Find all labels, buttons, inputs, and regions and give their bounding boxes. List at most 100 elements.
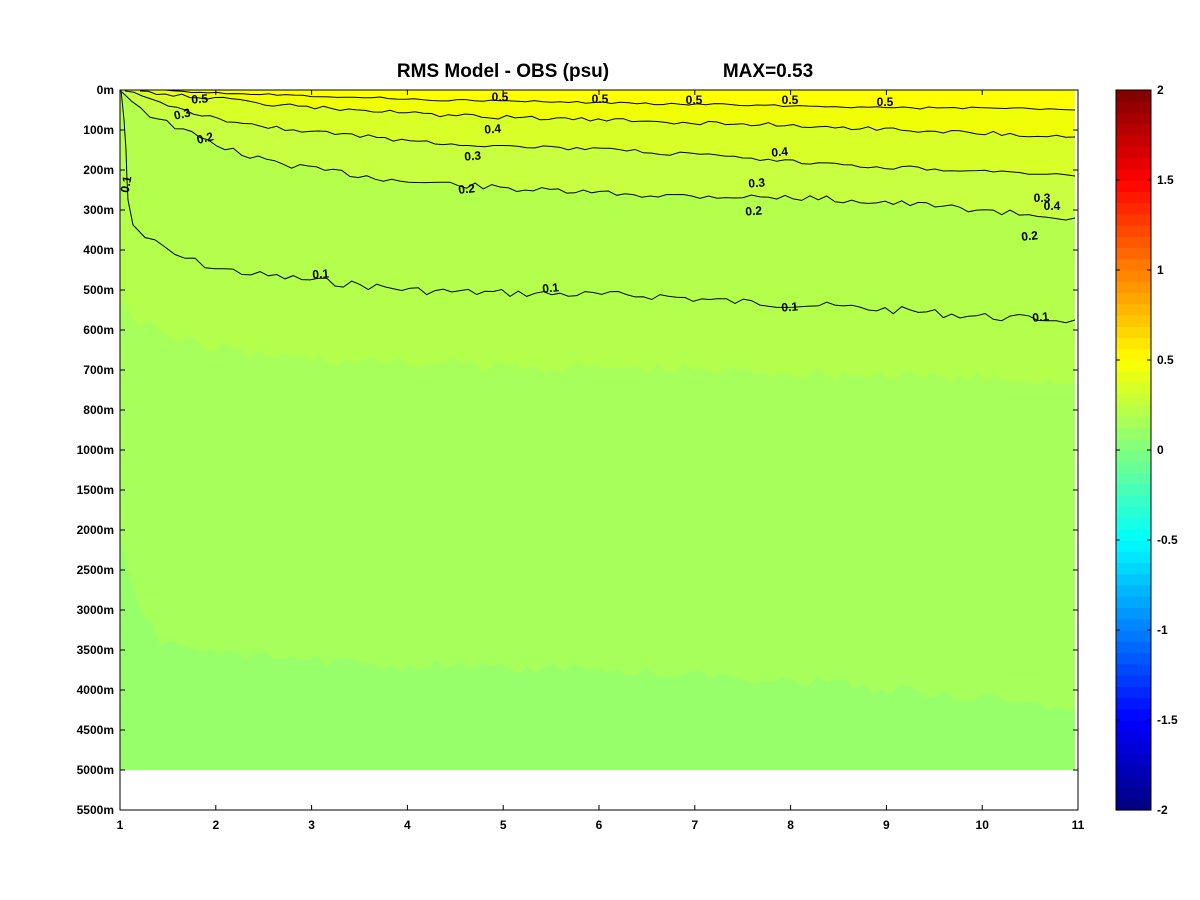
- colorbar-tick-label: -2: [1157, 803, 1168, 817]
- contour-line-0.4: [139, 90, 1076, 138]
- colorbar-swatch: [1116, 247, 1151, 260]
- colorbar-swatch: [1116, 495, 1151, 507]
- x-tick-label: 5: [500, 818, 507, 832]
- y-tick-label: 800m: [83, 403, 114, 417]
- x-tick-label: 1: [117, 818, 124, 832]
- y-tick-label: 2500m: [77, 563, 114, 577]
- colorbar-swatch: [1116, 123, 1151, 136]
- colorbar-swatch: [1116, 540, 1151, 552]
- y-tick-label: 3000m: [77, 603, 114, 617]
- contour-label: 0.3: [173, 105, 193, 122]
- contour-label: 0.4: [484, 121, 502, 136]
- contour-label: 0.2: [458, 181, 476, 197]
- colorbar-swatch: [1116, 101, 1151, 114]
- colorbar-swatch: [1116, 472, 1151, 485]
- contour-labels: 0.50.50.50.50.50.50.40.40.40.30.30.30.30…: [118, 90, 1061, 325]
- contour-line-0.5: [164, 90, 1076, 111]
- contour-label: 0.1: [118, 175, 135, 194]
- contour-line-0.1-edge: [120, 90, 129, 201]
- x-tick-label: 4: [404, 818, 411, 832]
- colorbar-swatch: [1116, 303, 1151, 316]
- colorbar-swatch: [1116, 787, 1151, 800]
- y-tick-label: 3500m: [77, 643, 114, 657]
- colorbar-swatch: [1116, 315, 1151, 327]
- colorbar-swatch: [1116, 585, 1151, 597]
- colorbar-swatch: [1116, 382, 1151, 395]
- y-tick-label: 300m: [83, 203, 114, 217]
- contour-label: 0.2: [1021, 228, 1039, 244]
- contour-label: 0.5: [782, 93, 799, 107]
- colorbar-swatch: [1116, 146, 1151, 159]
- colorbar-swatch: [1116, 438, 1151, 451]
- y-tick-label: 4500m: [77, 723, 114, 737]
- y-tick-label: 600m: [83, 323, 114, 337]
- colorbar-swatch: [1116, 720, 1151, 732]
- x-tick-label: 10: [976, 818, 990, 832]
- colorbar-swatch: [1116, 360, 1151, 372]
- y-tick-label: 500m: [83, 283, 114, 297]
- x-axis: 1 2 3 4 5 6 7 8 9 10 11: [117, 90, 1085, 832]
- colorbar-swatch: [1116, 450, 1151, 462]
- contour-label: 0.2: [745, 203, 763, 218]
- colorbar-tick-label: 2: [1157, 83, 1164, 97]
- colorbar-tick-label: -1: [1157, 623, 1168, 637]
- colorbar-swatch: [1116, 348, 1151, 361]
- contour-label: 0.5: [191, 91, 209, 106]
- colorbar-swatch: [1116, 742, 1151, 755]
- colorbar-swatch: [1116, 663, 1151, 676]
- y-tick-label: 1500m: [77, 483, 114, 497]
- colorbar-swatch: [1116, 258, 1151, 271]
- contour-label: 0.1: [542, 280, 560, 296]
- y-tick-label: 4000m: [77, 683, 114, 697]
- colorbar-swatch: [1116, 776, 1151, 789]
- colorbar-swatch: [1116, 202, 1151, 215]
- colorbar-swatch: [1116, 270, 1151, 282]
- colorbar-swatch: [1116, 191, 1151, 204]
- colorbar-swatch: [1116, 337, 1151, 350]
- y-tick-label: 2000m: [77, 523, 114, 537]
- colorbar-axis: 2 1.5 1 0.5 0 -0.5 -1 -1.5 -2: [1116, 83, 1178, 817]
- colorbar-swatch: [1116, 112, 1151, 125]
- contour-label: 0.5: [492, 90, 509, 104]
- contour-label: 0.3: [1034, 191, 1051, 205]
- y-tick-label: 400m: [83, 243, 114, 257]
- chart-subtitle: MAX=0.53: [723, 61, 813, 82]
- colorbar-swatch: [1116, 427, 1151, 440]
- contour-lines: [120, 90, 1076, 324]
- x-tick-label: 2: [212, 818, 219, 832]
- colorbar-swatch: [1116, 731, 1151, 744]
- y-axis: 0m 100m 200m 300m 400m 500m 600m 700m 800m 1000m 1…: [77, 83, 1078, 817]
- colorbar-tick-label: 1: [1157, 263, 1164, 277]
- colorbar-swatch: [1116, 157, 1151, 170]
- y-tick-label: 5000m: [77, 763, 114, 777]
- contour-label: 0.5: [686, 93, 703, 107]
- y-tick-label: 1000m: [77, 443, 114, 457]
- contour-label: 0.1: [781, 299, 799, 314]
- contour-line-0.1: [127, 199, 1076, 324]
- y-tick-label: 100m: [83, 123, 114, 137]
- colorbar-swatch: [1116, 753, 1151, 766]
- colorbar-swatch: [1116, 686, 1151, 699]
- colorbar-swatch: [1116, 697, 1151, 710]
- contour-line-0.3: [124, 90, 1076, 177]
- contour-label: 0.3: [464, 148, 482, 163]
- colorbar-tick-label: -0.5: [1157, 533, 1178, 547]
- contour-label: 0.2: [195, 129, 215, 147]
- contour-label: 0.3: [748, 175, 766, 190]
- colorbar-swatch: [1116, 90, 1151, 102]
- y-tick-label: 700m: [83, 363, 114, 377]
- colorbar-swatch: [1116, 168, 1151, 181]
- y-tick-label: 0m: [97, 83, 114, 97]
- colorbar: [1116, 90, 1151, 811]
- colorbar-swatch: [1116, 371, 1151, 384]
- colorbar-swatch: [1116, 135, 1151, 147]
- colorbar-swatch: [1116, 213, 1151, 226]
- field-band-0.5: [120, 90, 1075, 110]
- colorbar-swatch: [1116, 405, 1151, 417]
- colorbar-swatch: [1116, 607, 1151, 620]
- colorbar-swatch: [1116, 180, 1151, 192]
- colorbar-swatch: [1116, 630, 1151, 642]
- colorbar-swatch: [1116, 461, 1151, 474]
- colorbar-tick-label: 0.5: [1157, 353, 1174, 367]
